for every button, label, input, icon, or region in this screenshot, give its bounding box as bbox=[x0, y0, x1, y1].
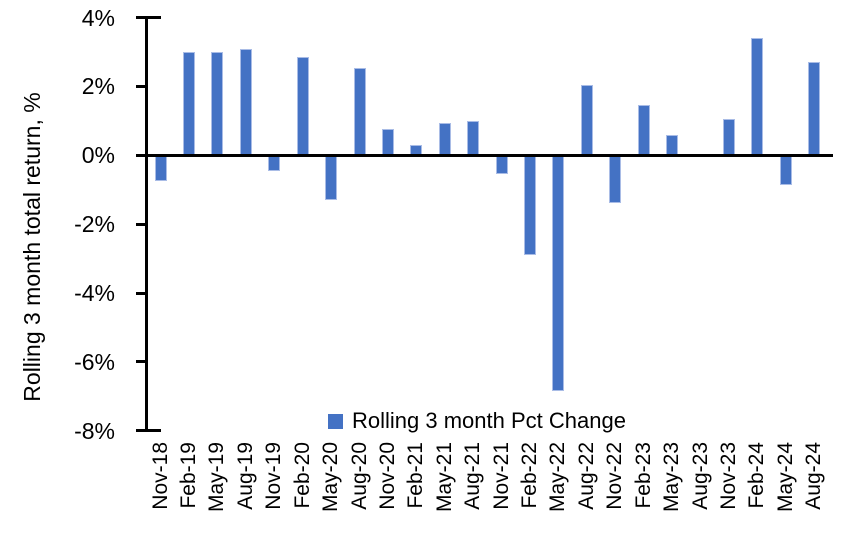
bar bbox=[495, 155, 508, 175]
x-axis-label: May-19 bbox=[205, 442, 229, 513]
bar bbox=[154, 155, 167, 182]
x-axis-label: Nov-19 bbox=[262, 442, 286, 510]
bar bbox=[637, 105, 650, 156]
x-axis-label: Feb-22 bbox=[518, 442, 542, 509]
bar bbox=[552, 155, 565, 392]
x-axis-label: Aug-21 bbox=[461, 442, 485, 510]
x-axis-label: Aug-22 bbox=[574, 442, 598, 510]
x-axis-label: Feb-20 bbox=[290, 442, 314, 509]
x-axis-label: Nov-20 bbox=[375, 442, 399, 510]
x-axis-label: Aug-24 bbox=[802, 442, 826, 510]
y-tick-label: 2% bbox=[81, 73, 115, 100]
bar bbox=[381, 129, 394, 156]
bar bbox=[609, 155, 622, 204]
y-tick-mark bbox=[136, 429, 146, 433]
y-tick-label: 4% bbox=[81, 4, 115, 31]
bar bbox=[580, 84, 593, 156]
bar bbox=[183, 52, 196, 156]
y-tick-label: 0% bbox=[81, 142, 115, 169]
x-axis-label: Aug-23 bbox=[688, 442, 712, 510]
bar bbox=[296, 57, 309, 156]
legend-label: Rolling 3 month Pct Change bbox=[352, 408, 626, 433]
x-axis-label: Nov-21 bbox=[489, 442, 513, 510]
y-tick-mark bbox=[136, 16, 146, 20]
y-axis-bottom-cap bbox=[148, 429, 161, 432]
bar bbox=[353, 67, 366, 156]
x-axis-label: Feb-24 bbox=[745, 442, 769, 509]
y-tick-label: -6% bbox=[74, 348, 115, 375]
x-axis-label: Nov-23 bbox=[717, 442, 740, 510]
bar bbox=[723, 119, 735, 156]
x-axis-label: May-20 bbox=[319, 442, 343, 513]
x-axis-label: Feb-21 bbox=[404, 442, 428, 509]
x-axis-label: Aug-20 bbox=[347, 442, 371, 510]
x-axis-label: May-23 bbox=[660, 442, 684, 513]
x-axis-label: Aug-19 bbox=[233, 442, 257, 510]
x-axis-zero-line bbox=[145, 154, 833, 157]
y-tick-mark bbox=[136, 222, 146, 226]
y-tick-mark bbox=[136, 153, 146, 157]
bar bbox=[779, 155, 792, 185]
y-axis-line bbox=[145, 16, 148, 432]
y-tick-label: -8% bbox=[74, 417, 115, 444]
y-tick-mark bbox=[136, 360, 146, 364]
x-axis-label: May-22 bbox=[546, 442, 570, 513]
x-axis-label: May-24 bbox=[773, 442, 797, 513]
x-axis-label: Feb-23 bbox=[631, 442, 655, 509]
bar bbox=[751, 38, 764, 156]
bar bbox=[808, 62, 821, 156]
y-tick-mark bbox=[136, 291, 146, 295]
bar bbox=[211, 52, 224, 156]
x-axis-label: May-21 bbox=[432, 442, 456, 513]
bar bbox=[467, 120, 480, 156]
y-tick-label: -2% bbox=[74, 211, 115, 238]
legend-swatch-icon bbox=[328, 413, 343, 429]
y-axis-title: Rolling 3 month total return, % bbox=[19, 92, 45, 402]
legend: Rolling 3 month Pct Change bbox=[328, 410, 626, 432]
y-tick-mark bbox=[136, 84, 146, 88]
x-axis-label: Feb-19 bbox=[177, 442, 201, 509]
y-axis-top-cap bbox=[148, 16, 161, 19]
bar bbox=[524, 155, 537, 256]
bar bbox=[239, 48, 252, 156]
x-axis-label: Nov-22 bbox=[603, 442, 627, 510]
x-axis-label: Nov-18 bbox=[148, 442, 172, 510]
bar bbox=[438, 122, 451, 156]
bar bbox=[268, 155, 281, 171]
bar bbox=[666, 134, 679, 156]
bar bbox=[325, 155, 338, 201]
y-tick-label: -4% bbox=[74, 280, 115, 307]
